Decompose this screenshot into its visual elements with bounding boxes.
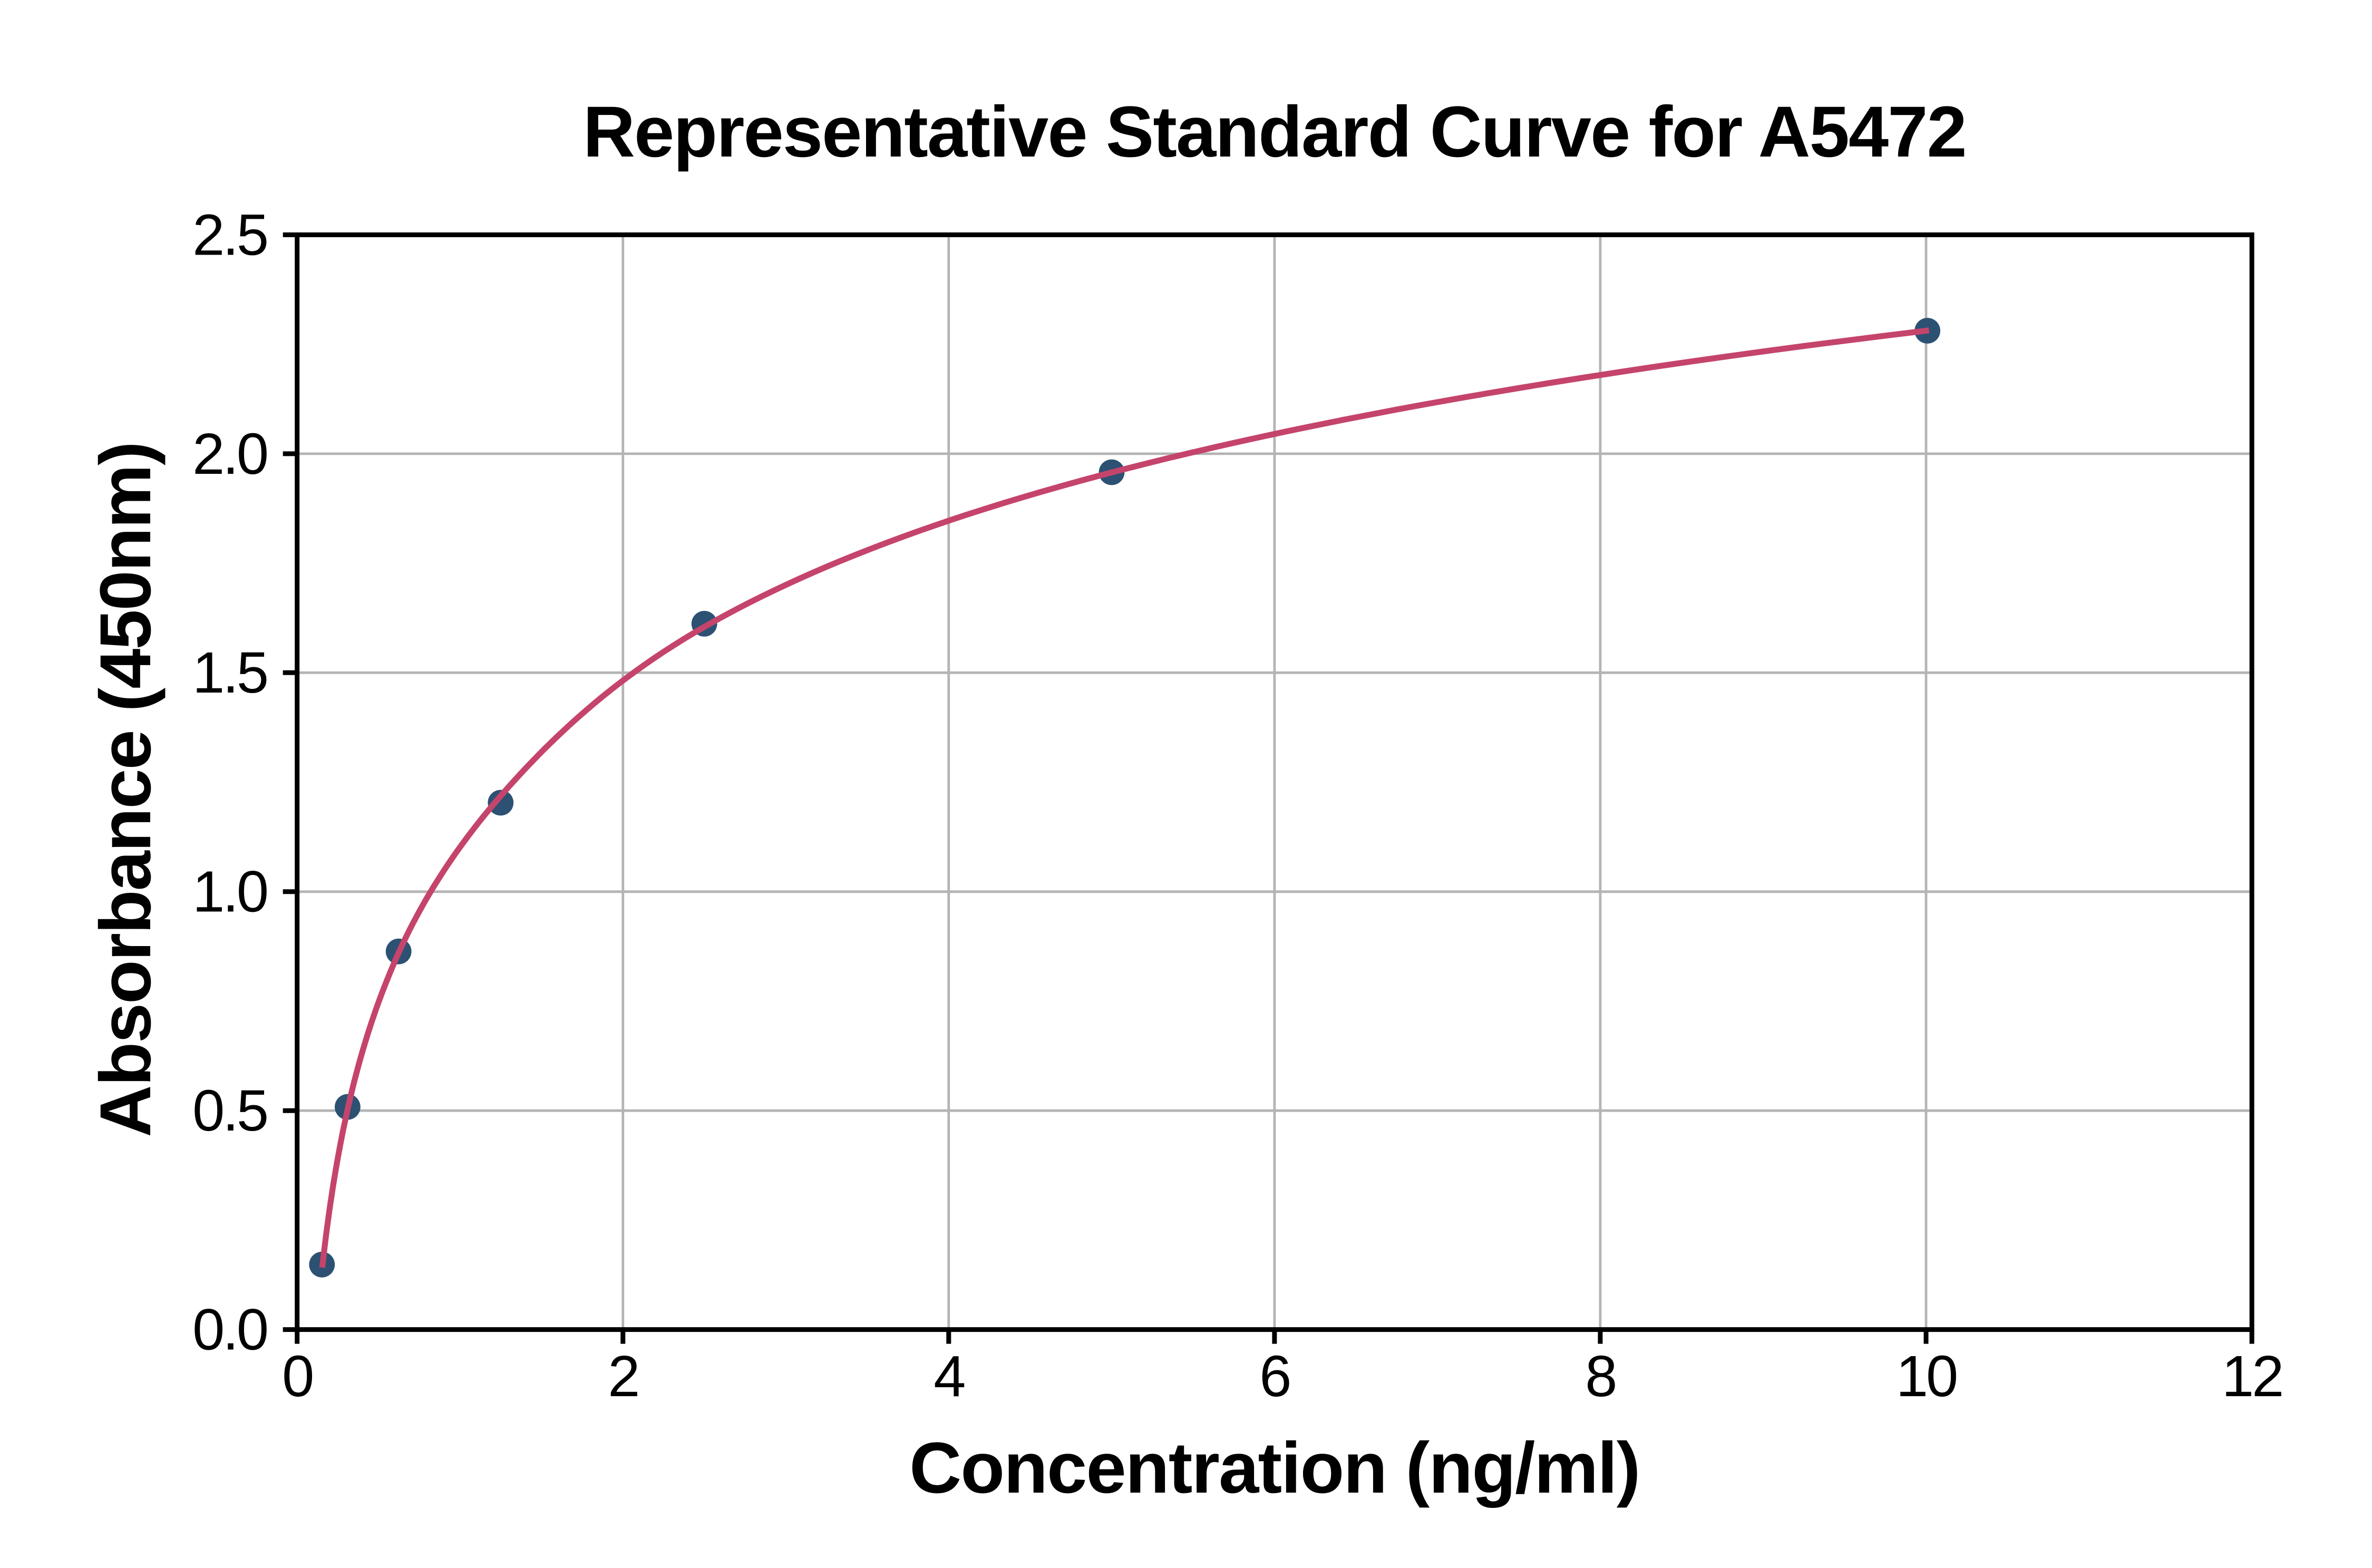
svg-text:4: 4: [934, 1344, 964, 1409]
svg-text:12: 12: [2222, 1344, 2282, 1409]
svg-text:0.5: 0.5: [192, 1078, 267, 1143]
svg-text:Absorbance (450nm): Absorbance (450nm): [85, 442, 166, 1137]
svg-text:Concentration (ng/ml): Concentration (ng/ml): [909, 1428, 1639, 1508]
svg-text:1.5: 1.5: [192, 640, 267, 705]
svg-text:6: 6: [1259, 1344, 1289, 1409]
svg-text:Representative Standard Curve: Representative Standard Curve for A5472: [583, 92, 1966, 172]
svg-text:8: 8: [1585, 1344, 1615, 1409]
svg-text:2.5: 2.5: [192, 202, 267, 267]
svg-text:1.0: 1.0: [192, 860, 267, 924]
svg-text:2.0: 2.0: [192, 422, 267, 486]
svg-text:0: 0: [282, 1344, 312, 1409]
svg-text:10: 10: [1896, 1344, 1956, 1409]
svg-text:2: 2: [608, 1344, 638, 1409]
svg-text:0.0: 0.0: [192, 1297, 267, 1362]
